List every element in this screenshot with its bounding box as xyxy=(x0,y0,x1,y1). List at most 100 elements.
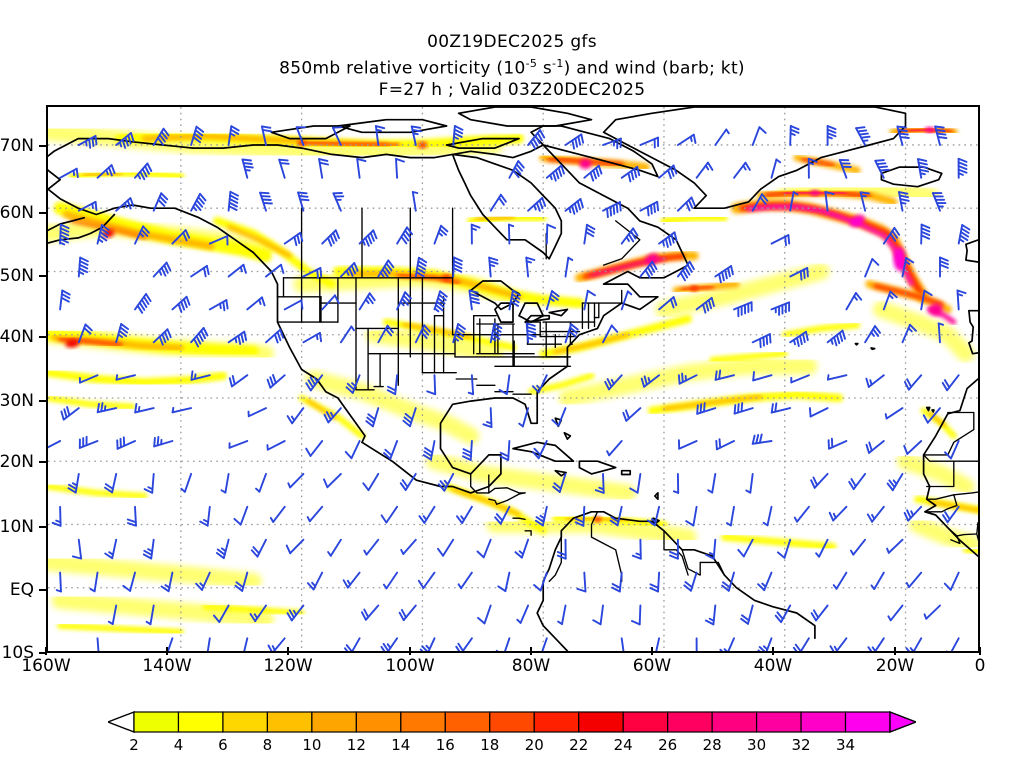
wind-barb xyxy=(382,571,399,590)
title-field-pre: 850mb relative vorticity (10 xyxy=(279,58,526,79)
wind-barb xyxy=(564,198,584,215)
wind-barb xyxy=(287,472,305,489)
wind-barb xyxy=(323,407,342,424)
vorticity-band xyxy=(872,300,975,363)
wind-barb xyxy=(639,136,660,149)
x-tick-mark xyxy=(979,647,981,655)
wind-barb xyxy=(331,126,343,146)
wind-barb xyxy=(903,505,923,522)
x-tick-mark xyxy=(45,647,47,655)
geo-path xyxy=(48,213,116,244)
wind-barb xyxy=(658,296,678,311)
colorbar-swatch-32 xyxy=(800,711,847,733)
wind-barb xyxy=(417,571,436,589)
wind-barb xyxy=(171,406,193,414)
vorticity-band xyxy=(709,350,788,363)
wind-barb xyxy=(410,125,422,146)
y-tick-label-20n: 20N xyxy=(0,452,34,472)
geo-path xyxy=(922,378,978,557)
y-tick-mark xyxy=(39,275,47,277)
wind-barb xyxy=(527,129,546,150)
wind-barb xyxy=(360,604,380,621)
wind-barb xyxy=(302,331,323,344)
colorbar-swatch-14 xyxy=(400,711,446,733)
colorbar-swatches xyxy=(108,711,916,733)
x-tick-label-160w: 160W xyxy=(21,656,71,676)
wind-barb xyxy=(426,374,437,396)
wind-barb xyxy=(920,223,931,245)
geo-path xyxy=(924,508,949,513)
vorticity-band xyxy=(450,487,521,517)
colorbar-label-34: 34 xyxy=(835,736,856,754)
wind-barb xyxy=(845,292,863,311)
wind-barb xyxy=(602,324,619,344)
colorbar-label-22: 22 xyxy=(569,736,589,754)
geo-path xyxy=(48,169,366,444)
wind-barb xyxy=(115,132,135,149)
wind-barb xyxy=(96,224,110,245)
vorticity-band xyxy=(57,622,184,635)
wind-barb xyxy=(134,293,152,314)
wind-barb xyxy=(104,538,118,560)
vorticity-band xyxy=(226,224,292,258)
vorticity-band xyxy=(962,546,978,555)
wind-barb xyxy=(78,435,99,449)
wind-barb xyxy=(323,472,342,489)
vorticity-maximum xyxy=(65,339,80,348)
vorticity-band xyxy=(69,218,147,240)
wind-barb xyxy=(770,158,782,179)
wind-barb xyxy=(733,161,751,179)
colorbar-label-2: 2 xyxy=(129,736,139,754)
wind-barb xyxy=(714,128,730,146)
wind-barb xyxy=(886,538,904,554)
wind-barb xyxy=(639,200,660,217)
wind-barb xyxy=(377,259,395,278)
colorbar-label-4: 4 xyxy=(173,736,184,754)
wind-barb xyxy=(721,571,735,592)
wind-barb xyxy=(525,256,536,278)
wind-barb xyxy=(143,472,155,494)
wind-barb xyxy=(286,407,305,425)
wind-barb xyxy=(377,324,394,344)
wind-barb xyxy=(488,256,499,278)
geo-path xyxy=(880,166,943,188)
y-tick-mark xyxy=(39,212,47,214)
wind-barb xyxy=(400,538,417,555)
wind-barb xyxy=(957,157,968,179)
wind-barb xyxy=(306,571,324,591)
wind-barb xyxy=(826,125,837,146)
wind-barb xyxy=(321,229,340,247)
colorbar-label-26: 26 xyxy=(658,736,678,754)
wind-barb xyxy=(249,604,267,623)
wind-barb xyxy=(516,604,530,624)
wind-barb xyxy=(482,407,493,429)
wind-barb xyxy=(898,191,910,212)
wind-barb xyxy=(344,440,361,460)
vorticity-band xyxy=(873,283,944,307)
geo-path xyxy=(512,441,575,463)
wind-barb xyxy=(789,191,799,212)
wind-barb xyxy=(531,374,548,394)
wind-barb xyxy=(672,472,680,494)
wind-barb xyxy=(380,505,399,524)
x-tick-label-140w: 140W xyxy=(142,656,192,676)
wind-barb xyxy=(920,289,933,311)
vorticity-maximum xyxy=(809,190,820,197)
wind-barb xyxy=(190,327,209,348)
wind-barb xyxy=(266,440,286,451)
wind-barb xyxy=(770,234,791,247)
wind-barb xyxy=(658,231,678,248)
wind-barb xyxy=(342,571,361,589)
wind-barb xyxy=(134,225,150,245)
wind-barb xyxy=(402,407,417,428)
wind-barb xyxy=(142,538,155,560)
geo-path xyxy=(947,527,978,537)
wind-barb xyxy=(508,289,522,311)
wind-barb xyxy=(882,290,898,311)
wind-barb xyxy=(677,439,698,450)
wind-barb xyxy=(77,323,93,344)
wind-barb xyxy=(190,192,207,212)
x-tick-mark xyxy=(894,647,896,655)
wind-barb xyxy=(59,289,71,311)
wind-barb xyxy=(55,571,62,593)
